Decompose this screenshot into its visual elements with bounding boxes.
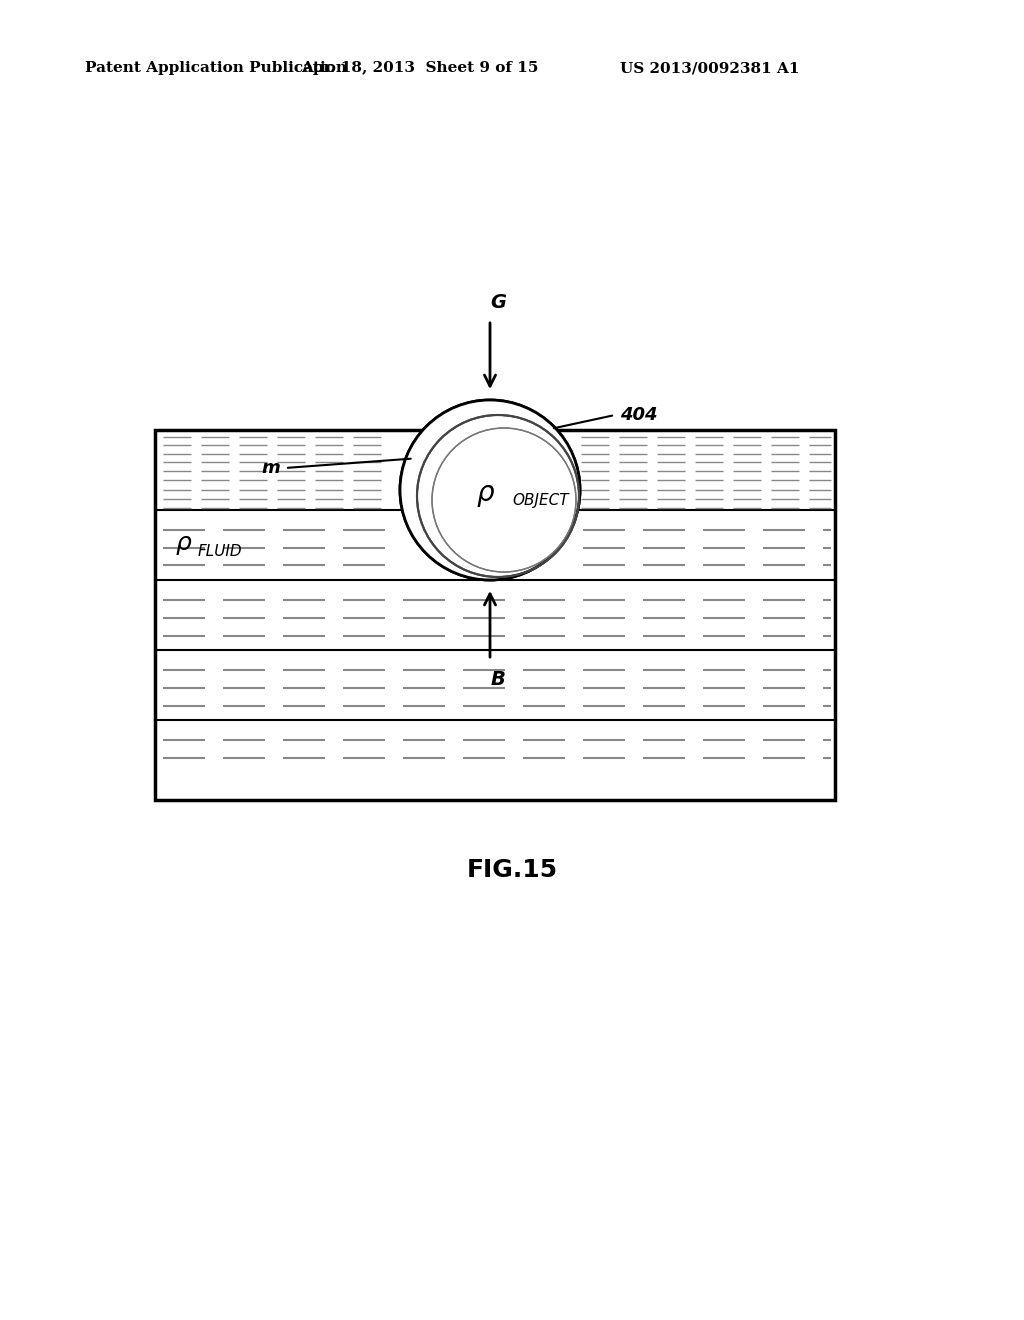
Circle shape: [400, 400, 580, 579]
Text: US 2013/0092381 A1: US 2013/0092381 A1: [620, 61, 800, 75]
Text: 404: 404: [620, 407, 657, 424]
Bar: [155, 430, 835, 800]
Text: OBJECT: OBJECT: [512, 492, 568, 507]
Text: Patent Application Publication: Patent Application Publication: [85, 61, 347, 75]
Text: FLUID: FLUID: [198, 544, 243, 560]
Text: FIG.15: FIG.15: [467, 858, 557, 882]
Circle shape: [400, 400, 580, 579]
Text: Apr. 18, 2013  Sheet 9 of 15: Apr. 18, 2013 Sheet 9 of 15: [301, 61, 539, 75]
Text: m: m: [261, 459, 280, 477]
Text: $\rho$: $\rho$: [476, 480, 496, 510]
Text: $\rho$: $\rho$: [175, 533, 193, 557]
Text: G: G: [490, 293, 506, 312]
Text: B: B: [490, 671, 506, 689]
